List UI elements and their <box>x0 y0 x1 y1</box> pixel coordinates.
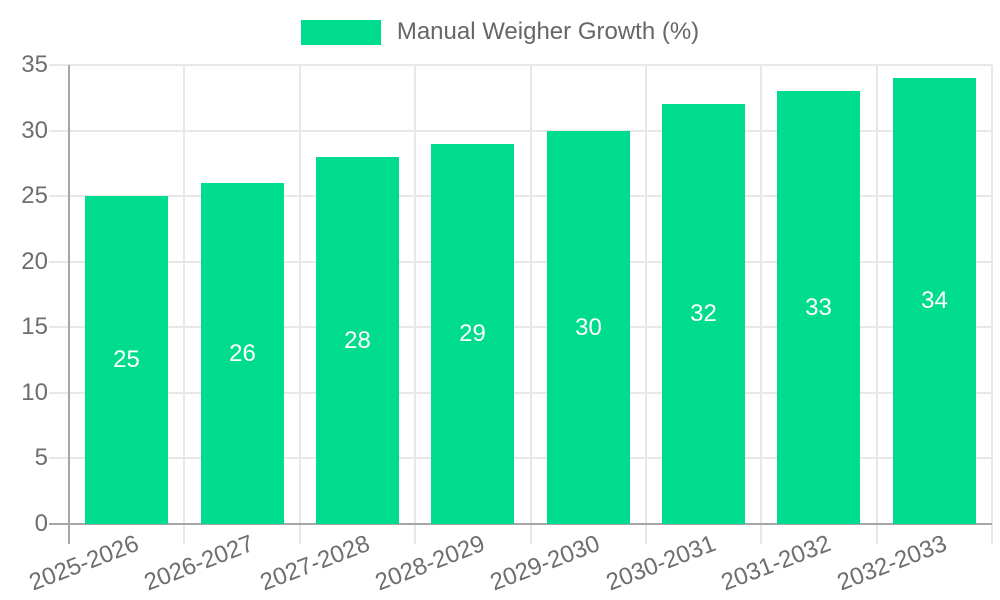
x-tick-mark <box>183 524 185 544</box>
x-tick-mark <box>760 524 762 544</box>
legend[interactable]: Manual Weigher Growth (%) <box>0 18 1000 46</box>
y-tick-label: 10 <box>21 379 48 406</box>
bar-value-label: 25 <box>113 346 140 373</box>
bar[interactable] <box>431 144 514 524</box>
x-tick-mark <box>68 524 70 544</box>
x-gridline <box>760 65 762 524</box>
y-tick-label: 5 <box>34 444 48 471</box>
x-tick-label: 2027-2028 <box>256 530 374 597</box>
x-tick-label: 2028-2029 <box>371 530 489 597</box>
y-tick-label: 30 <box>21 117 48 144</box>
x-gridline <box>183 65 185 524</box>
x-tick-label: 2026-2027 <box>140 530 258 597</box>
x-tick-mark <box>876 524 878 544</box>
y-tick-label: 15 <box>21 313 48 340</box>
x-tick-mark <box>645 524 647 544</box>
y-tick-label: 35 <box>21 51 48 78</box>
y-axis-line <box>68 65 70 524</box>
legend-label: Manual Weigher Growth (%) <box>396 18 700 45</box>
bar[interactable] <box>777 91 860 524</box>
bar[interactable] <box>547 131 630 524</box>
bar-value-label: 32 <box>690 300 717 327</box>
x-tick-mark <box>299 524 301 544</box>
y-tick-mark <box>49 261 69 263</box>
y-tick-mark <box>49 195 69 197</box>
y-tick-mark <box>49 457 69 459</box>
y-tick-label: 25 <box>21 182 48 209</box>
bar-value-label: 33 <box>805 294 832 321</box>
x-gridline <box>991 65 993 524</box>
x-tick-label: 2030-2031 <box>602 530 720 597</box>
x-tick-mark <box>991 524 993 544</box>
bar-value-label: 30 <box>575 314 602 341</box>
x-tick-mark <box>530 524 532 544</box>
x-tick-label: 2032-2033 <box>833 530 950 597</box>
bar-value-label: 26 <box>229 340 256 367</box>
y-tick-mark <box>49 326 69 328</box>
y-tick-label: 0 <box>34 510 48 537</box>
legend-swatch <box>300 19 381 45</box>
x-tick-mark <box>414 524 416 544</box>
bar[interactable] <box>85 196 168 524</box>
bar[interactable] <box>316 157 399 524</box>
x-gridline <box>876 65 878 524</box>
bar[interactable] <box>201 183 284 524</box>
x-tick-label: 2025-2026 <box>25 530 143 597</box>
bar-value-label: 28 <box>344 327 371 354</box>
y-tick-mark <box>49 64 69 66</box>
x-axis-line <box>49 523 992 525</box>
x-tick-label: 2031-2032 <box>717 530 835 597</box>
x-gridline <box>414 65 416 524</box>
y-tick-mark <box>49 130 69 132</box>
bar[interactable] <box>662 104 745 524</box>
bar-value-label: 29 <box>459 320 486 347</box>
x-gridline <box>299 65 301 524</box>
x-gridline <box>645 65 647 524</box>
bar[interactable] <box>893 78 976 524</box>
bar-value-label: 34 <box>921 287 948 314</box>
y-tick-label: 20 <box>21 248 48 275</box>
x-gridline <box>530 65 532 524</box>
x-tick-label: 2029-2030 <box>487 530 604 597</box>
y-tick-mark <box>49 392 69 394</box>
